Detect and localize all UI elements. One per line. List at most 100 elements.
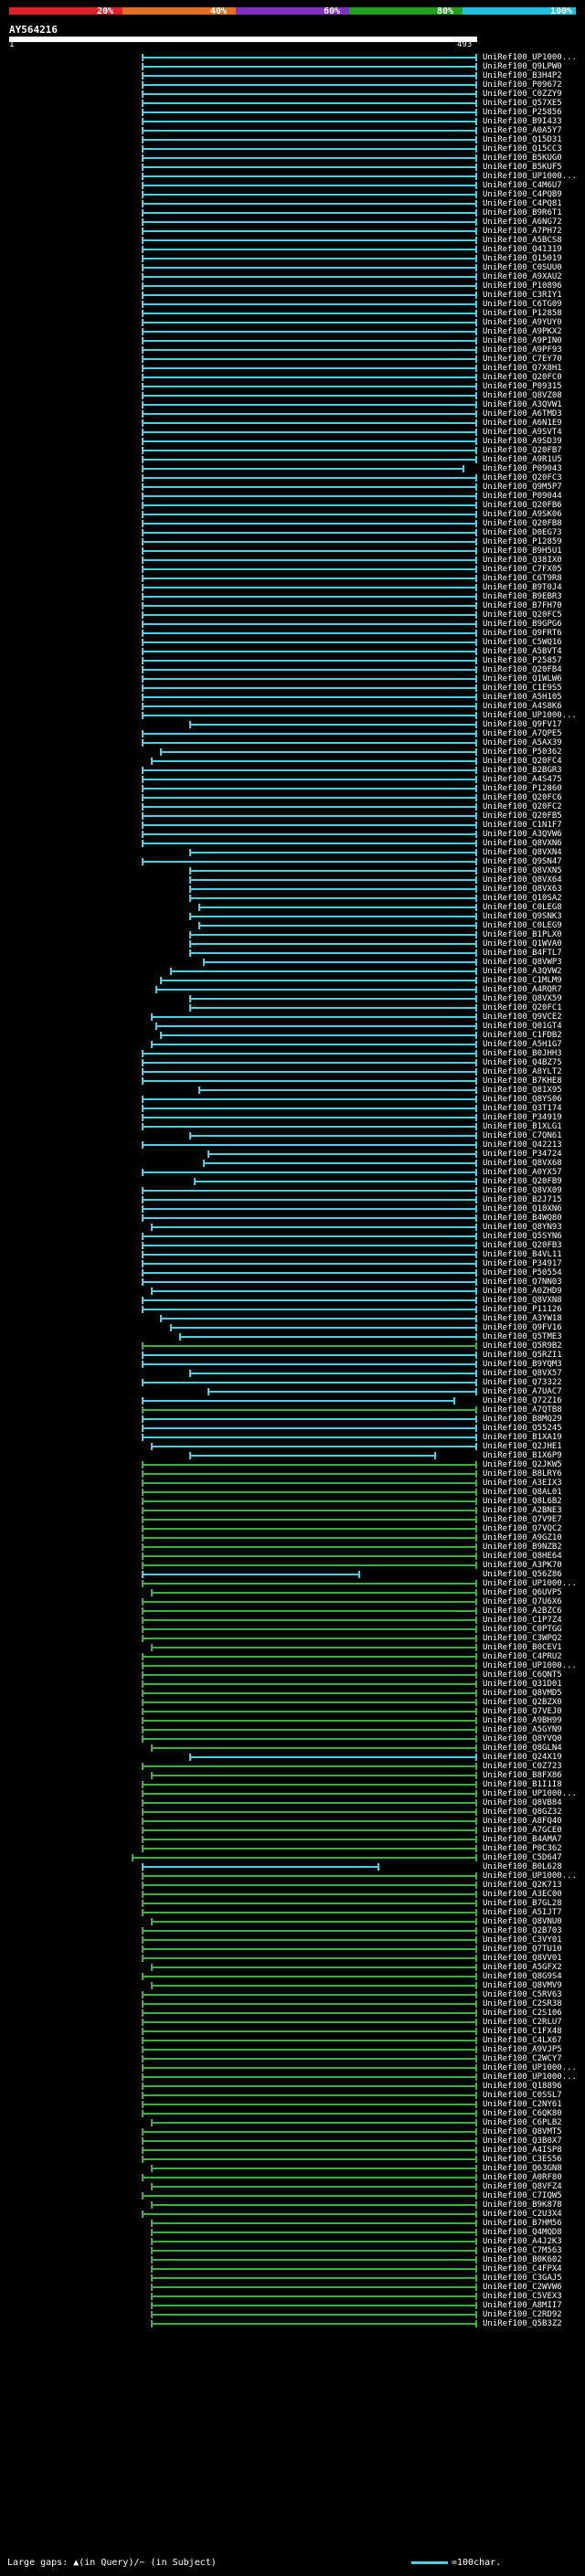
hit-row[interactable]: UniRef100_Q7VQC2 xyxy=(0,1524,585,1533)
hit-label[interactable]: UniRef100_B3H4P2 xyxy=(483,71,562,80)
hit-row[interactable]: UniRef100_A0RF80 xyxy=(0,2173,585,2182)
hit-label[interactable]: UniRef100_C0ZZY9 xyxy=(483,90,562,99)
hit-row[interactable]: UniRef100_C2NY61 xyxy=(0,2100,585,2109)
hit-row[interactable]: UniRef100_Q8VXN4 xyxy=(0,848,585,857)
hit-row[interactable]: UniRef100_C4LX67 xyxy=(0,2036,585,2045)
hit-label[interactable]: UniRef100_C2S106 xyxy=(483,2009,562,2018)
hit-row[interactable]: UniRef100_Q7TU10 xyxy=(0,1945,585,1954)
hit-row[interactable]: UniRef100_Q8VX59 xyxy=(0,994,585,1003)
hit-row[interactable]: UniRef100_Q56Z86 xyxy=(0,1570,585,1579)
hit-row[interactable]: UniRef100_Q01GT4 xyxy=(0,1022,585,1031)
hit-row[interactable]: UniRef100_A2BNE3 xyxy=(0,1506,585,1515)
hit-row[interactable]: UniRef100_A5BCS8 xyxy=(0,236,585,245)
hit-row[interactable]: UniRef100_C4PQ81 xyxy=(0,199,585,208)
hit-label[interactable]: UniRef100_C1N1F7 xyxy=(483,821,562,830)
hit-label[interactable]: UniRef100_P12858 xyxy=(483,309,562,318)
hit-label[interactable]: UniRef100_C1FX48 xyxy=(483,2027,562,2036)
hit-row[interactable]: UniRef100_A9XAU2 xyxy=(0,272,585,281)
hit-label[interactable]: UniRef100_Q81X95 xyxy=(483,1086,562,1095)
hit-row[interactable]: UniRef100_Q20FB5 xyxy=(0,811,585,821)
hit-row[interactable]: UniRef100_B8FX86 xyxy=(0,1771,585,1780)
hit-row[interactable]: UniRef100_Q20FC1 xyxy=(0,1003,585,1012)
hit-label[interactable]: UniRef100_Q56Z86 xyxy=(483,1570,562,1579)
hit-label[interactable]: UniRef100_B2BGR3 xyxy=(483,766,562,775)
hit-row[interactable]: UniRef100_C1E9S5 xyxy=(0,684,585,693)
hit-row[interactable]: UniRef100_Q8YN93 xyxy=(0,1223,585,1232)
hit-label[interactable]: UniRef100_Q8VWP3 xyxy=(483,958,562,967)
hit-label[interactable]: UniRef100_C1FDB2 xyxy=(483,1031,562,1040)
hit-label[interactable]: UniRef100_A4ISP8 xyxy=(483,2146,562,2155)
hit-row[interactable]: UniRef100_A7UAC7 xyxy=(0,1387,585,1396)
hit-label[interactable]: UniRef100_Q8VXN5 xyxy=(483,866,562,875)
hit-row[interactable]: UniRef100_C1P7Z4 xyxy=(0,1616,585,1625)
hit-label[interactable]: UniRef100_Q20FB4 xyxy=(483,665,562,674)
hit-label[interactable]: UniRef100_Q8VXN8 xyxy=(483,1296,562,1305)
hit-label[interactable]: UniRef100_A0A5Y7 xyxy=(483,126,562,135)
hit-row[interactable]: UniRef100_A9R1U5 xyxy=(0,455,585,464)
hit-label[interactable]: UniRef100_Q5B3Z2 xyxy=(483,2319,562,2328)
hit-row[interactable]: UniRef100_Q8YVQ0 xyxy=(0,1734,585,1744)
hit-row[interactable]: UniRef100_Q10SA2 xyxy=(0,894,585,903)
hit-row[interactable]: UniRef100_Q8VMD5 xyxy=(0,1689,585,1698)
hit-label[interactable]: UniRef100_B1XLG1 xyxy=(483,1122,562,1131)
hit-row[interactable]: UniRef100_C7IQW5 xyxy=(0,2191,585,2200)
hit-label[interactable]: UniRef100_A3EC00 xyxy=(483,1890,562,1899)
hit-label[interactable]: UniRef100_A0ZHD9 xyxy=(483,1287,562,1296)
hit-label[interactable]: UniRef100_Q20FB8 xyxy=(483,519,562,528)
hit-label[interactable]: UniRef100_C4FPX4 xyxy=(483,2264,562,2274)
hit-row[interactable]: UniRef100_Q2JKW5 xyxy=(0,1460,585,1469)
hit-row[interactable]: UniRef100_P09044 xyxy=(0,492,585,501)
hit-row[interactable]: UniRef100_A8FQ40 xyxy=(0,1817,585,1826)
hit-row[interactable]: UniRef100_Q8VX68 xyxy=(0,1159,585,1168)
hit-row[interactable]: UniRef100_UP1000... xyxy=(0,1579,585,1588)
hit-label[interactable]: UniRef100_C6PLB2 xyxy=(483,2118,562,2127)
hit-label[interactable]: UniRef100_Q5R9B2 xyxy=(483,1341,562,1351)
hit-row[interactable]: UniRef100_D0EG73 xyxy=(0,528,585,537)
hit-row[interactable]: UniRef100_P25856 xyxy=(0,108,585,117)
hit-label[interactable]: UniRef100_C7IQW5 xyxy=(483,2191,562,2200)
hit-label[interactable]: UniRef100_UP1000... xyxy=(483,2072,577,2082)
hit-label[interactable]: UniRef100_A9YUY0 xyxy=(483,318,562,327)
hit-label[interactable]: UniRef100_B9K878 xyxy=(483,2200,562,2210)
hit-label[interactable]: UniRef100_A5H1G7 xyxy=(483,1040,562,1049)
hit-row[interactable]: UniRef100_Q2JHE1 xyxy=(0,1442,585,1451)
hit-label[interactable]: UniRef100_C2WVW6 xyxy=(483,2283,562,2292)
hit-label[interactable]: UniRef100_C4PQB9 xyxy=(483,190,562,199)
hit-label[interactable]: UniRef100_Q9VCE2 xyxy=(483,1012,562,1022)
hit-row[interactable]: UniRef100_B1XA19 xyxy=(0,1433,585,1442)
hit-label[interactable]: UniRef100_A9SD39 xyxy=(483,437,562,446)
hit-row[interactable]: UniRef100_C4M6U7 xyxy=(0,181,585,190)
hit-label[interactable]: UniRef100_C4M6U7 xyxy=(483,181,562,190)
hit-row[interactable]: UniRef100_P25857 xyxy=(0,656,585,665)
hit-row[interactable]: UniRef100_B8MQ29 xyxy=(0,1415,585,1424)
hit-label[interactable]: UniRef100_Q1WVA0 xyxy=(483,939,562,949)
hit-row[interactable]: UniRef100_P12858 xyxy=(0,309,585,318)
hit-row[interactable]: UniRef100_A6TMD3 xyxy=(0,409,585,419)
hit-row[interactable]: UniRef100_Q8VXN6 xyxy=(0,839,585,848)
hit-row[interactable]: UniRef100_Q4MQD8 xyxy=(0,2228,585,2237)
hit-label[interactable]: UniRef100_P0C362 xyxy=(483,1844,562,1853)
hit-label[interactable]: UniRef100_A7QPE5 xyxy=(483,729,562,738)
hit-label[interactable]: UniRef100_C3RIY1 xyxy=(483,291,562,300)
hit-row[interactable]: UniRef100_Q3T174 xyxy=(0,1104,585,1113)
hit-label[interactable]: UniRef100_Q57XE5 xyxy=(483,99,562,108)
hit-label[interactable]: UniRef100_C6QNT5 xyxy=(483,1670,562,1680)
hit-row[interactable]: UniRef100_C4FPX4 xyxy=(0,2264,585,2274)
hit-row[interactable]: UniRef100_Q20FB3 xyxy=(0,1241,585,1250)
hit-row[interactable]: UniRef100_B4WQ80 xyxy=(0,1214,585,1223)
hit-row[interactable]: UniRef100_C6QK80 xyxy=(0,2109,585,2118)
hit-row[interactable]: UniRef100_C3RIY1 xyxy=(0,291,585,300)
hit-row[interactable]: UniRef100_P50362 xyxy=(0,747,585,757)
hit-label[interactable]: UniRef100_A7PH72 xyxy=(483,227,562,236)
hit-row[interactable]: UniRef100_P12860 xyxy=(0,784,585,793)
hit-label[interactable]: UniRef100_C2NY61 xyxy=(483,2100,562,2109)
hit-row[interactable]: UniRef100_A8MII7 xyxy=(0,2301,585,2310)
hit-row[interactable]: UniRef100_A9SVT4 xyxy=(0,428,585,437)
hit-label[interactable]: UniRef100_Q20FB9 xyxy=(483,1177,562,1186)
hit-row[interactable]: UniRef100_Q10XN6 xyxy=(0,1204,585,1214)
hit-row[interactable]: UniRef100_Q31D01 xyxy=(0,1680,585,1689)
hit-label[interactable]: UniRef100_B5KUG0 xyxy=(483,154,562,163)
hit-row[interactable]: UniRef100_Q8VNU0 xyxy=(0,1917,585,1926)
hit-row[interactable]: UniRef100_A3EC00 xyxy=(0,1890,585,1899)
hit-label[interactable]: UniRef100_Q9SNK3 xyxy=(483,912,562,921)
